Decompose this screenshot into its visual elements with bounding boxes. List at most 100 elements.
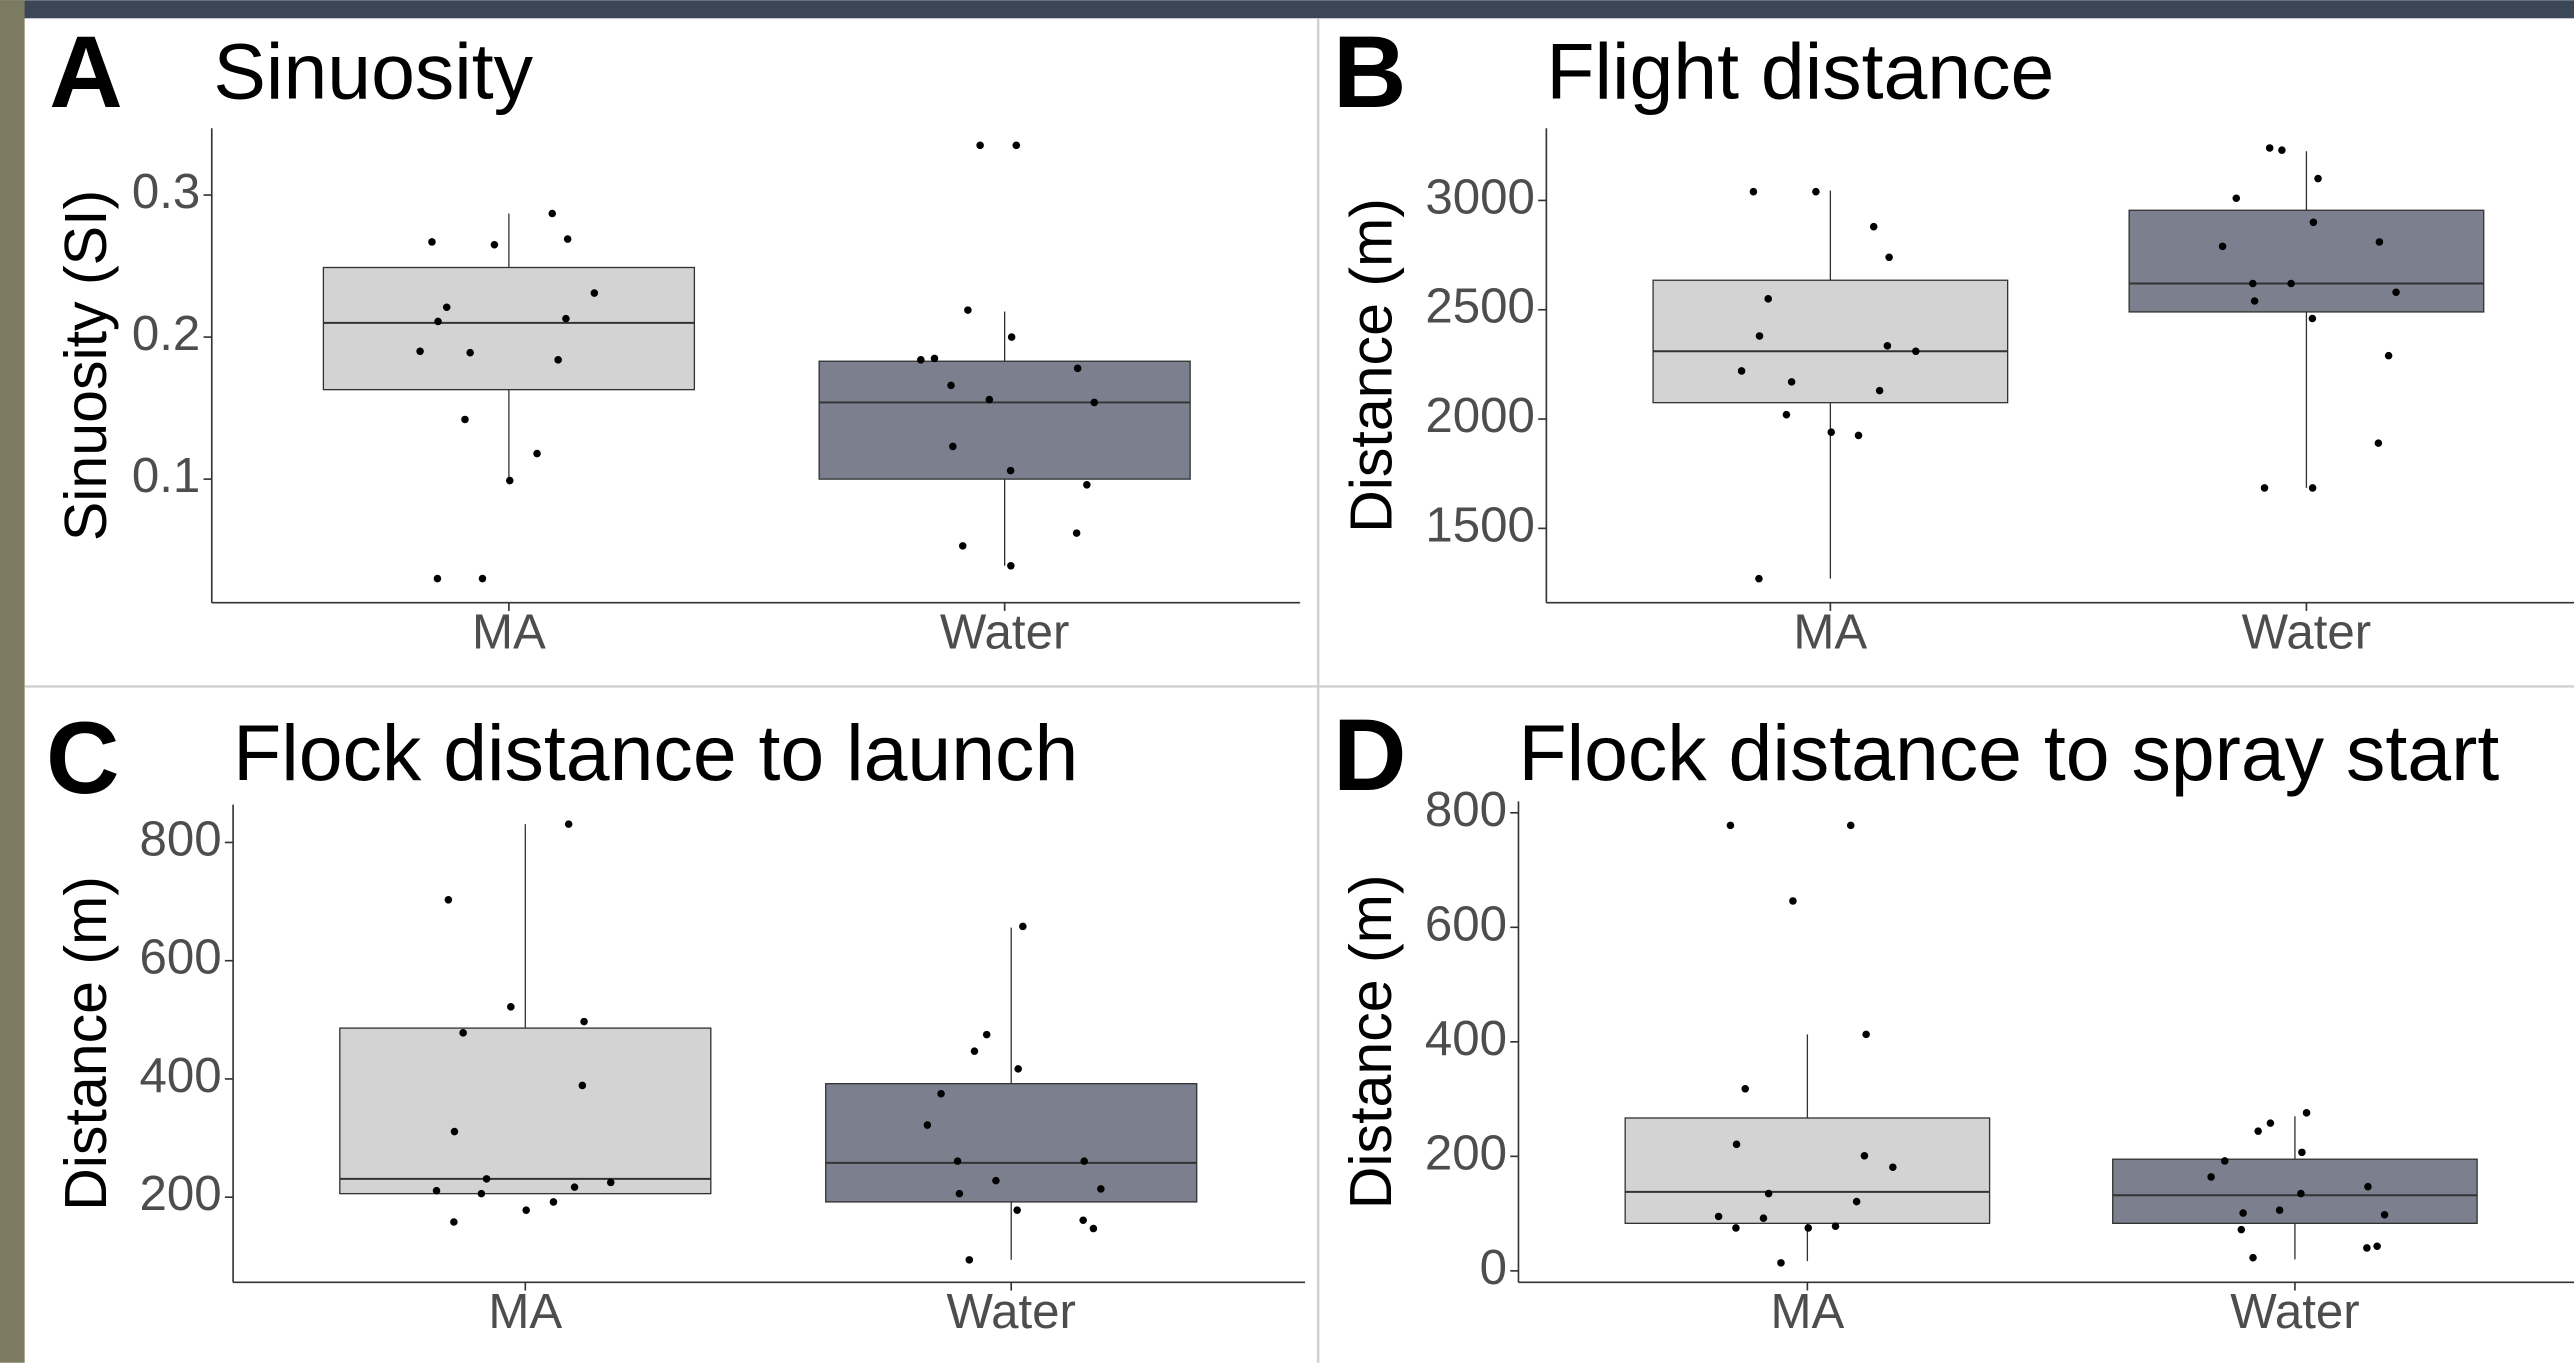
data-point	[1854, 431, 1863, 440]
data-point	[2373, 1242, 2381, 1251]
box	[2112, 1158, 2478, 1224]
data-point	[507, 1003, 515, 1011]
data-point	[970, 1047, 979, 1055]
data-point	[1090, 398, 1099, 407]
y-axis-label: Distance (m)	[53, 876, 119, 1211]
data-point	[2218, 242, 2227, 251]
data-point	[1875, 386, 1884, 395]
top-bar	[0, 0, 2574, 19]
data-point	[2232, 194, 2241, 203]
data-point	[1759, 1214, 1768, 1222]
data-point	[505, 476, 514, 485]
data-point	[1889, 1163, 1897, 1172]
data-point	[2265, 144, 2274, 152]
x-tick-label: MA	[1770, 1284, 1844, 1339]
data-point	[2309, 218, 2318, 227]
data-point	[432, 1186, 441, 1195]
data-point	[1812, 187, 1820, 196]
data-point	[1860, 1151, 1869, 1160]
data-point	[1006, 466, 1015, 475]
data-point	[1755, 574, 1763, 583]
x-tick-label: MA	[472, 605, 546, 660]
data-point	[549, 1198, 558, 1206]
data-point	[2250, 297, 2259, 305]
data-point	[466, 348, 474, 357]
data-point	[482, 1175, 491, 1183]
data-point	[2374, 439, 2383, 447]
data-point	[433, 574, 442, 583]
data-point	[947, 381, 955, 390]
data-point	[1869, 222, 1878, 231]
data-point	[1755, 332, 1764, 340]
y-tick-label: 2000	[1425, 388, 1535, 443]
data-point	[478, 574, 487, 583]
data-point	[2375, 238, 2384, 246]
data-point	[1789, 897, 1797, 905]
y-tick-label: 600	[139, 930, 221, 985]
data-point	[1827, 428, 1836, 436]
data-point	[450, 1127, 459, 1136]
data-point	[1083, 481, 1091, 489]
data-point	[1741, 1085, 1749, 1093]
data-point	[949, 442, 957, 451]
y-tick-label: 800	[1425, 782, 1507, 837]
data-point	[2298, 1148, 2306, 1157]
data-point	[1714, 1212, 1723, 1221]
x-tick-label: Water	[940, 605, 1069, 660]
data-point	[917, 356, 925, 364]
panel-letter: B	[1333, 15, 1407, 129]
left-strip	[0, 0, 25, 1363]
box	[825, 1083, 1198, 1203]
data-point	[1007, 333, 1016, 341]
data-point	[1097, 1185, 1105, 1193]
data-point	[580, 1017, 588, 1026]
data-point	[923, 1121, 932, 1129]
data-point	[590, 289, 599, 297]
data-point	[2275, 1206, 2284, 1214]
x-tick-label: MA	[1793, 605, 1867, 660]
data-point	[562, 314, 570, 323]
data-point	[570, 1183, 579, 1191]
panel-letter: A	[49, 15, 123, 129]
y-tick-label: 800	[139, 811, 221, 866]
data-point	[1777, 1259, 1785, 1267]
data-point	[2380, 1210, 2389, 1219]
data-point	[563, 235, 572, 243]
data-point	[533, 449, 541, 458]
data-point	[416, 347, 424, 356]
data-point	[1831, 1222, 1840, 1230]
box	[2128, 209, 2485, 313]
y-axis-label: Distance (m)	[1338, 874, 1404, 1209]
box	[339, 1027, 712, 1195]
x-tick-label: Water	[2230, 1284, 2359, 1339]
x-tick-label: MA	[488, 1284, 562, 1339]
data-point	[2287, 279, 2295, 288]
data-point	[985, 395, 994, 404]
y-tick-label: 400	[139, 1048, 221, 1103]
data-point	[1787, 378, 1796, 386]
data-point	[2237, 1225, 2246, 1234]
data-point	[2302, 1109, 2311, 1117]
box	[818, 360, 1191, 480]
y-tick-label: 0.1	[132, 448, 200, 503]
data-point	[955, 1189, 964, 1198]
data-point	[2249, 1253, 2257, 1262]
data-point	[1012, 141, 1021, 150]
data-point	[548, 209, 557, 218]
data-point	[1883, 342, 1892, 350]
data-point	[2308, 484, 2317, 492]
data-point	[1862, 1030, 1870, 1039]
data-point	[2392, 288, 2400, 297]
y-tick-label: 1500	[1425, 497, 1535, 552]
x-tick-label: Water	[2242, 605, 2371, 660]
data-point	[428, 238, 436, 246]
data-point	[1019, 922, 1027, 931]
data-point	[444, 896, 453, 904]
panel-letter: D	[1333, 698, 1407, 812]
x-tick-label: Water	[946, 1284, 1075, 1339]
data-point	[434, 317, 442, 326]
data-point	[554, 356, 562, 364]
data-point	[442, 303, 451, 312]
data-point	[2266, 1119, 2275, 1127]
